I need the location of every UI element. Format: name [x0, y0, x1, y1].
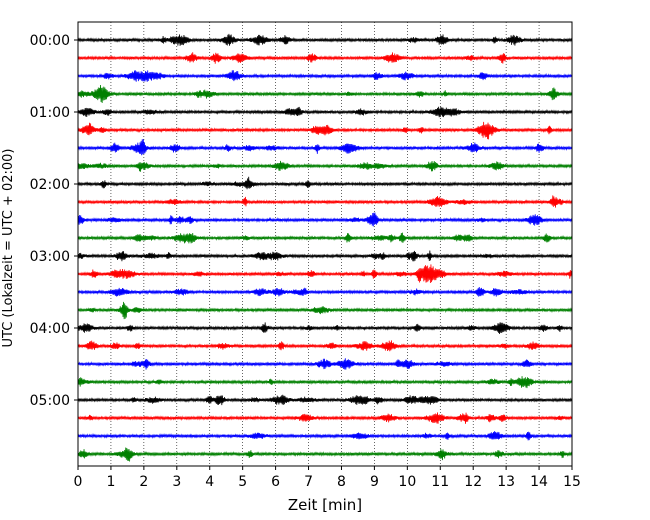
x-tick-label: 6 — [271, 474, 280, 490]
x-axis-label: Zeit [min] — [288, 496, 362, 514]
seismogram-trace — [77, 160, 573, 172]
x-tick-label: 8 — [337, 474, 346, 490]
seismogram-trace — [77, 85, 573, 103]
seismogram-trace — [77, 121, 573, 140]
y-tick-label: 03:00 — [30, 249, 70, 265]
seismogram-trace — [77, 195, 573, 208]
x-tick-label: 4 — [205, 474, 214, 490]
seismogram-trace — [77, 376, 573, 389]
seismogram-trace — [77, 412, 573, 424]
plot-frame — [77, 21, 573, 467]
seismogram-trace — [77, 431, 573, 441]
seismogram-trace — [77, 358, 573, 370]
seismogram-trace — [77, 394, 573, 406]
seismogram-trace — [77, 33, 573, 46]
x-tick-label: 12 — [464, 474, 482, 490]
seismogram-trace — [77, 139, 573, 156]
seismogram-trace — [77, 322, 573, 334]
x-tick-label: 13 — [497, 474, 515, 490]
x-tick-label: 11 — [431, 474, 449, 490]
seismogram-trace — [77, 212, 573, 227]
seismogram-trace — [77, 286, 573, 297]
y-tick-label: 04:00 — [30, 321, 70, 337]
x-tick-label: 7 — [304, 474, 313, 490]
y-tick-label: 01:00 — [30, 105, 70, 121]
seismogram-trace — [77, 264, 573, 283]
grid-lines — [110, 22, 540, 466]
seismogram-trace — [77, 232, 573, 244]
seismogram-trace — [77, 70, 573, 82]
y-tick-label: 05:00 — [30, 393, 70, 409]
x-tick-label: 9 — [370, 474, 379, 490]
y-tick-label: 00:00 — [30, 33, 70, 49]
x-tick-label: 14 — [530, 474, 548, 490]
seismogram-trace — [77, 340, 573, 352]
y-axis: 00:00 01:00 02:00 03:00 04:00 05:00 — [30, 33, 78, 409]
x-axis: 0 1 2 3 4 5 6 7 8 9 10 11 12 13 14 15 — [74, 466, 581, 490]
x-tick-label: 15 — [563, 474, 581, 490]
x-tick-label: 5 — [238, 474, 247, 490]
seismogram-trace — [77, 106, 573, 118]
seismogram-trace — [77, 447, 573, 462]
seismogram-trace — [77, 301, 573, 320]
x-tick-label: 2 — [139, 474, 148, 490]
x-tick-label: 3 — [172, 474, 181, 490]
x-tick-label: 10 — [398, 474, 416, 490]
seismogram-trace — [77, 250, 573, 262]
y-tick-label: 02:00 — [30, 177, 70, 193]
seismogram-trace — [77, 176, 573, 190]
trace-group — [77, 33, 573, 462]
x-tick-label: 1 — [106, 474, 115, 490]
x-tick-label: 0 — [74, 474, 83, 490]
y-axis-label: UTC (Lokalzeit = UTC + 02:00) — [1, 149, 16, 348]
seismogram-trace — [77, 52, 573, 64]
